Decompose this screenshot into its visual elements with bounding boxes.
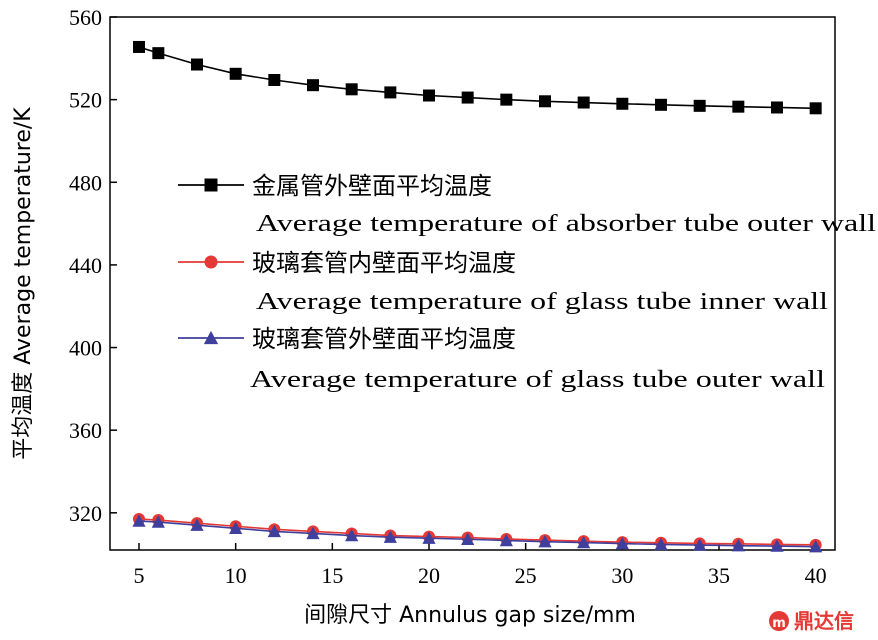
data-point — [577, 96, 590, 109]
legend-entry: 金属管外壁面平均温度 Average temperature of absorbe… — [178, 172, 876, 237]
legend-label-en: Average temperature of absorber tube out… — [256, 211, 876, 237]
legend: 金属管外壁面平均温度 Average temperature of absorbe… — [178, 172, 876, 393]
y-tick-label: 360 — [69, 418, 102, 443]
watermark-logo-glyph: m — [772, 616, 786, 631]
data-point — [538, 535, 552, 548]
data-point — [306, 526, 320, 540]
series-square — [133, 40, 822, 115]
data-point — [133, 40, 145, 53]
x-tick-label: 15 — [321, 563, 343, 588]
legend-label: 玻璃套管外壁面平均温度 — [252, 325, 516, 353]
data-point — [190, 518, 204, 531]
plot-frame — [109, 16, 836, 551]
y-tick-label: 560 — [69, 5, 102, 30]
y-axis-title: 平均温度 Average temperature/K — [11, 107, 36, 460]
data-point — [132, 514, 146, 527]
legend-marker — [203, 330, 219, 345]
data-point — [770, 539, 784, 552]
legend-label: 金属管外壁面平均温度 — [252, 172, 492, 200]
x-tick-label: 10 — [225, 563, 247, 588]
data-point — [732, 100, 745, 113]
x-tick-label: 40 — [805, 563, 827, 588]
data-point — [229, 67, 242, 80]
data-point — [615, 536, 629, 550]
legend-entry: 玻璃套管内壁面平均温度 Average temperature of glass … — [178, 249, 828, 315]
legend-marker — [204, 178, 218, 192]
plot-area-border — [109, 16, 836, 551]
data-point — [461, 532, 475, 545]
data-point — [461, 91, 474, 104]
watermark-logo-icon — [769, 611, 789, 631]
data-point — [345, 528, 359, 542]
data-point — [307, 79, 319, 92]
watermark-text: 鼎达信 — [794, 609, 854, 633]
legend-label: 玻璃套管内壁面平均温度 — [252, 249, 516, 277]
data-point — [191, 58, 203, 71]
data-point — [152, 47, 165, 60]
data-point — [423, 89, 435, 102]
x-tick-label: 35 — [708, 563, 730, 588]
x-axis: 5 10 15 20 25 30 35 40 — [134, 543, 827, 588]
data-point — [229, 521, 243, 535]
x-tick-label: 30 — [611, 563, 633, 588]
y-tick-label: 320 — [69, 501, 102, 526]
x-tick-label: 25 — [515, 563, 537, 588]
data-point — [655, 98, 667, 111]
data-point — [616, 97, 629, 110]
data-point — [693, 99, 706, 112]
legend-entry: 玻璃套管外壁面平均温度 Average temperature of glass … — [178, 325, 825, 393]
x-tick-label: 20 — [418, 563, 440, 588]
data-point — [539, 95, 551, 108]
data-point — [809, 539, 823, 553]
data-point — [577, 535, 591, 549]
data-point — [499, 533, 513, 547]
watermark: m 鼎达信 — [769, 609, 854, 633]
data-point — [731, 538, 745, 552]
legend-label-en: Average temperature of glass tube outer … — [250, 367, 825, 393]
data-point — [383, 530, 397, 543]
y-tick-label: 400 — [69, 336, 102, 361]
data-point — [384, 86, 397, 99]
data-point — [809, 102, 822, 115]
data-point — [771, 101, 783, 114]
data-point — [151, 515, 165, 528]
data-point — [345, 83, 358, 96]
data-point — [500, 93, 513, 106]
data-point — [268, 74, 281, 87]
series-triangle — [132, 514, 823, 553]
data-point — [693, 538, 707, 551]
legend-label-en: Average temperature of glass tube inner … — [256, 289, 828, 315]
data-point — [267, 524, 281, 538]
x-tick-label: 5 — [134, 563, 145, 588]
data-point — [422, 531, 436, 544]
legend-marker — [204, 255, 218, 269]
y-axis: 320 360 400 440 480 520 560 — [69, 5, 117, 526]
data-point — [654, 537, 668, 551]
y-tick-label: 480 — [69, 170, 102, 195]
series-layer — [132, 40, 823, 553]
x-axis-title: 间隙尺寸 Annulus gap size/mm — [304, 603, 636, 628]
y-tick-label: 440 — [69, 253, 102, 278]
y-tick-label: 520 — [69, 88, 102, 113]
